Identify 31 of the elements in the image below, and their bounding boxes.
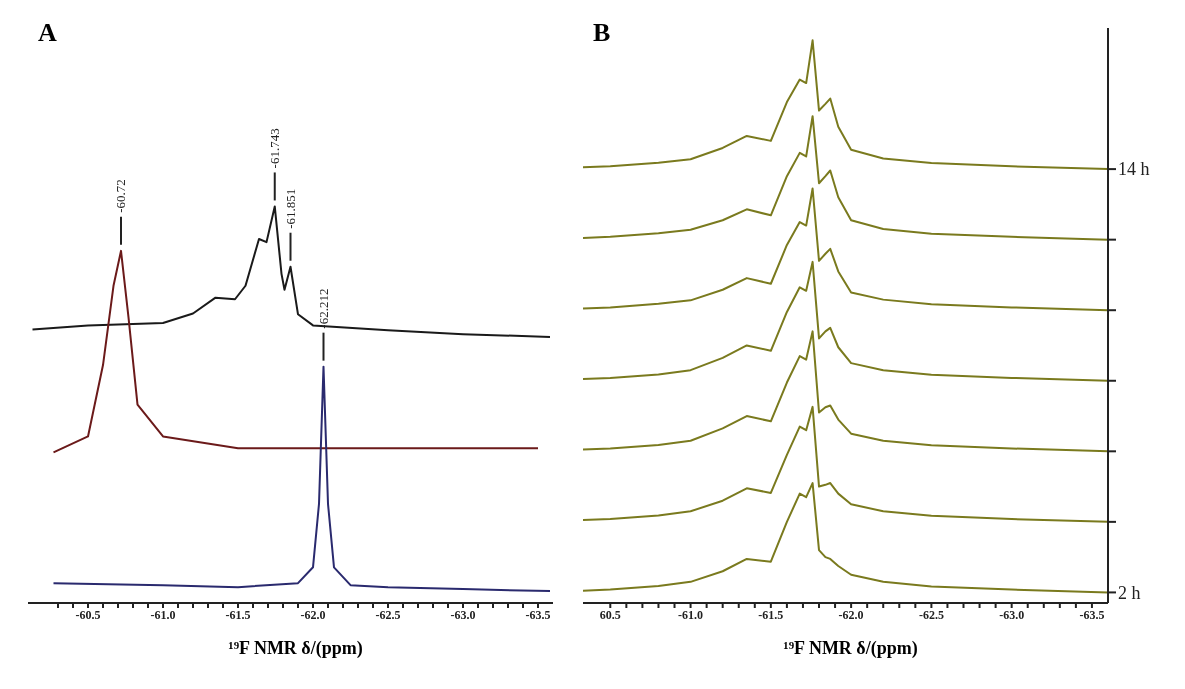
x-tick-label: -61.5 — [225, 607, 251, 622]
line-series — [583, 115, 1108, 241]
x-tick-label: -61.0 — [678, 607, 704, 622]
line-series — [583, 260, 1108, 382]
x-tick-label: -60.5 — [75, 607, 101, 622]
line-series — [583, 187, 1108, 312]
line-series — [583, 39, 1108, 171]
chart-title: A — [38, 18, 57, 48]
x-tick-label: -63.0 — [450, 607, 476, 622]
annotation: -61.743 — [267, 128, 283, 169]
x-tick-label: 60.5 — [599, 607, 621, 622]
line-series — [583, 482, 1108, 594]
x-tick-label: -63.5 — [1079, 607, 1105, 622]
x-tick-label: -63.0 — [999, 607, 1025, 622]
x-tick-label: -61.0 — [150, 607, 176, 622]
x-tick-label: -62.0 — [300, 607, 326, 622]
x-tick-label: -62.0 — [838, 607, 864, 622]
chart-title: B — [593, 18, 611, 48]
x-tick-label: -62.5 — [375, 607, 401, 622]
line-series — [583, 330, 1108, 453]
x-axis-title: ¹⁹F NMR δ/(ppm) — [227, 638, 364, 659]
annotation: -60.72 — [113, 179, 129, 213]
y-tick-label: 2 h — [1118, 582, 1141, 603]
x-axis-title: ¹⁹F NMR δ/(ppm) — [782, 638, 919, 659]
x-tick-label: -63.5 — [525, 607, 551, 622]
line-series — [583, 405, 1108, 523]
y-tick-label: 14 h — [1118, 159, 1150, 180]
x-tick-label: -62.5 — [918, 607, 944, 622]
annotation: -61.851 — [283, 188, 298, 229]
annotation: -62.212 — [316, 288, 331, 329]
x-tick-label: -61.5 — [758, 607, 784, 622]
